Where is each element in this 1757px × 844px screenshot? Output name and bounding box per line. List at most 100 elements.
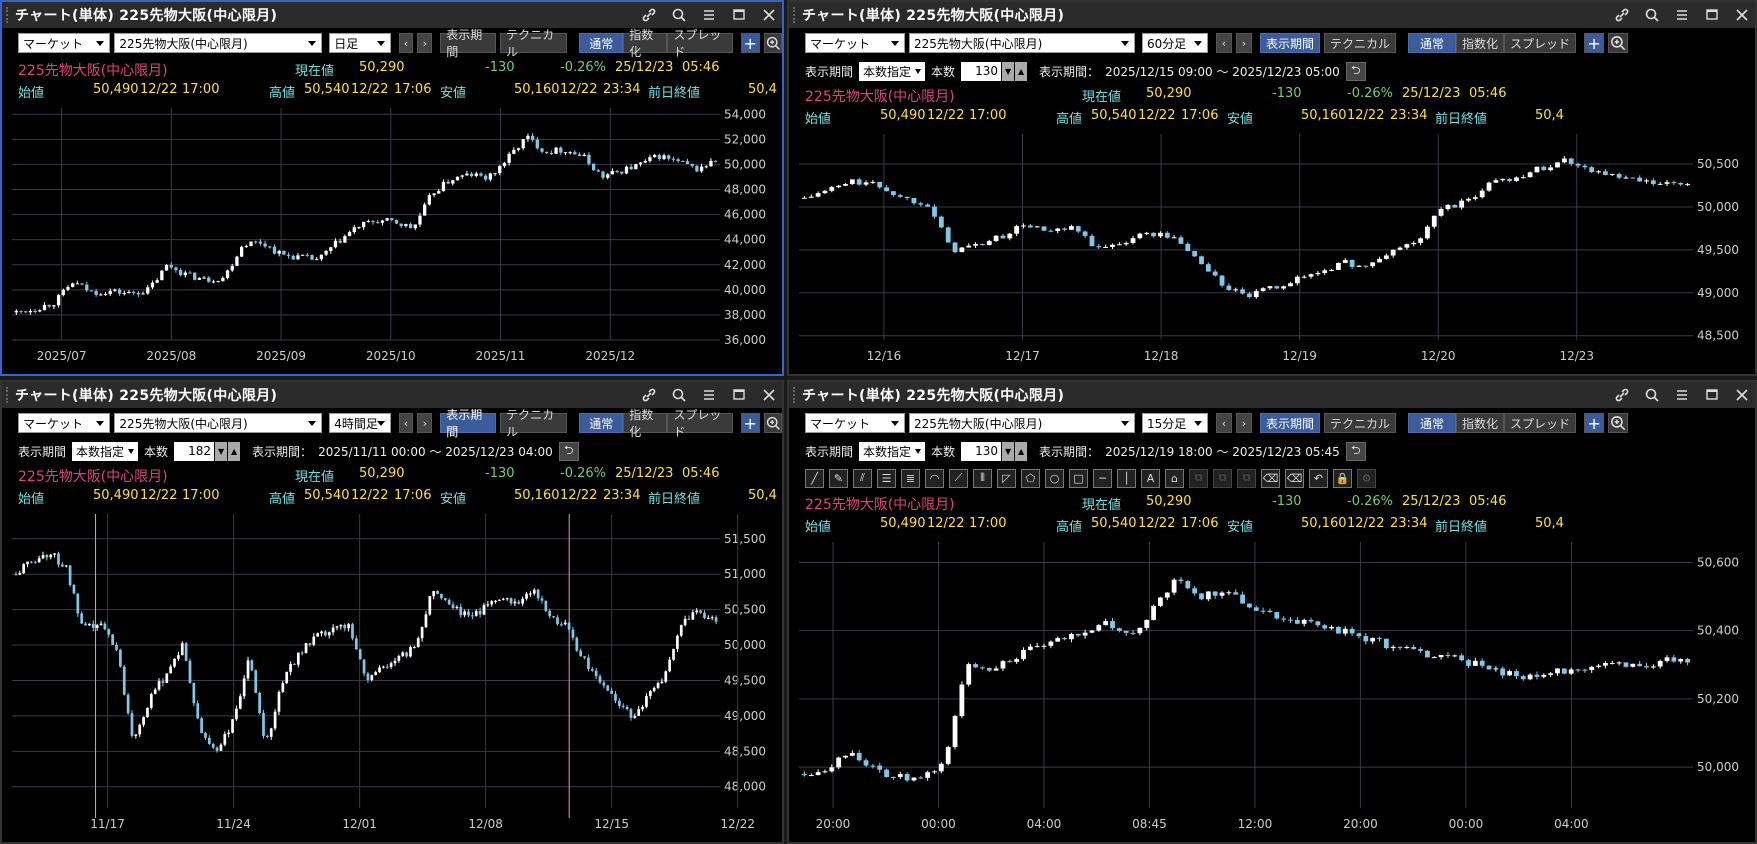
- interval-select[interactable]: 4時間足: [329, 413, 391, 433]
- draw-parallel-icon[interactable]: ⫽: [853, 468, 872, 488]
- prev-interval-button[interactable]: ‹: [398, 33, 414, 53]
- zoom-icon[interactable]: [763, 33, 782, 53]
- normal-mode-button[interactable]: 通常: [579, 413, 624, 433]
- draw-pencil-icon[interactable]: ✎: [829, 468, 848, 488]
- refresh-icon[interactable]: ⮌: [1345, 61, 1366, 81]
- link-icon[interactable]: [640, 386, 658, 404]
- draw-line-icon[interactable]: ╱: [805, 468, 824, 488]
- draw-lines5-icon[interactable]: ≣: [901, 468, 920, 488]
- refresh-icon[interactable]: ⮌: [558, 441, 579, 461]
- spread-mode-button[interactable]: スプレッド: [667, 408, 734, 439]
- prev-interval-button[interactable]: ‹: [1216, 413, 1232, 433]
- title-bar[interactable]: チャート(単体) 225先物大阪(中心限月): [789, 382, 1755, 408]
- draw-pentagon-icon[interactable]: ⬠: [1021, 468, 1040, 488]
- period-mode-select[interactable]: 本数指定: [859, 441, 926, 461]
- draw-copy1-icon[interactable]: ⧉: [1189, 468, 1208, 488]
- draw-gear-icon[interactable]: ⚙: [1357, 468, 1376, 488]
- draw-lock-icon[interactable]: 🔒: [1333, 468, 1352, 488]
- index-mode-button[interactable]: 指数化: [623, 28, 668, 59]
- search-icon[interactable]: [1643, 386, 1661, 404]
- menu-icon[interactable]: [700, 6, 718, 24]
- count-stepper[interactable]: 130 ▼ ▲: [961, 61, 1028, 81]
- technical-button[interactable]: テクニカル: [500, 408, 568, 439]
- drag-grip-icon[interactable]: [6, 387, 11, 403]
- title-bar[interactable]: チャート(単体) 225先物大阪(中心限月): [2, 382, 782, 408]
- technical-button[interactable]: テクニカル: [500, 28, 568, 59]
- normal-mode-button[interactable]: 通常: [1408, 33, 1457, 53]
- count-down-icon[interactable]: ▼: [1002, 441, 1015, 461]
- market-select[interactable]: マーケット: [805, 33, 905, 53]
- count-up-icon[interactable]: ▲: [1015, 441, 1028, 461]
- draw-icon-icon[interactable]: ⌂: [1165, 468, 1184, 488]
- normal-mode-button[interactable]: 通常: [579, 33, 624, 53]
- interval-select[interactable]: 日足: [329, 33, 391, 53]
- refresh-icon[interactable]: ⮌: [1345, 441, 1366, 461]
- search-icon[interactable]: [670, 386, 688, 404]
- interval-select[interactable]: 15分足: [1142, 413, 1208, 433]
- draw-arc-icon[interactable]: ◠: [925, 468, 944, 488]
- index-mode-button[interactable]: 指数化: [623, 408, 668, 439]
- draw-text-icon[interactable]: A: [1141, 468, 1160, 488]
- prev-interval-button[interactable]: ‹: [1216, 33, 1232, 53]
- drag-grip-icon[interactable]: [793, 387, 798, 403]
- draw-hline-icon[interactable]: ─: [1093, 468, 1112, 488]
- maximize-icon[interactable]: [1703, 386, 1721, 404]
- zoom-icon[interactable]: [1608, 33, 1629, 53]
- technical-button[interactable]: テクニカル: [1324, 33, 1397, 53]
- period-button[interactable]: 表示期間: [440, 408, 497, 439]
- period-button[interactable]: 表示期間: [440, 28, 497, 59]
- link-icon[interactable]: [1613, 6, 1631, 24]
- draw-copy2-icon[interactable]: ⧉: [1213, 468, 1232, 488]
- close-icon[interactable]: [760, 6, 778, 24]
- title-bar[interactable]: チャート(単体) 225先物大阪(中心限月): [2, 2, 782, 28]
- next-interval-button[interactable]: ›: [417, 413, 433, 433]
- count-input[interactable]: 130: [961, 441, 1002, 461]
- draw-copy3-icon[interactable]: ⧉: [1237, 468, 1256, 488]
- draw-wedge-icon[interactable]: ◸: [997, 468, 1016, 488]
- draw-undo-icon[interactable]: ↶: [1309, 468, 1328, 488]
- normal-mode-button[interactable]: 通常: [1408, 413, 1457, 433]
- count-stepper[interactable]: 130 ▼ ▲: [961, 441, 1028, 461]
- draw-eraser2-icon[interactable]: ⌫: [1285, 468, 1304, 488]
- spread-mode-button[interactable]: スプレッド: [667, 28, 734, 59]
- close-icon[interactable]: [1733, 6, 1751, 24]
- market-select[interactable]: マーケット: [18, 413, 111, 433]
- index-mode-button[interactable]: 指数化: [1456, 413, 1505, 433]
- draw-lines3-icon[interactable]: ☰: [877, 468, 896, 488]
- link-icon[interactable]: [1613, 386, 1631, 404]
- menu-icon[interactable]: [1673, 386, 1691, 404]
- period-button[interactable]: 表示期間: [1260, 33, 1321, 53]
- period-mode-select[interactable]: 本数指定: [859, 61, 926, 81]
- add-chart-icon[interactable]: +: [1584, 413, 1605, 433]
- symbol-select[interactable]: 225先物大阪(中心限月): [909, 413, 1135, 433]
- prev-interval-button[interactable]: ‹: [398, 413, 414, 433]
- spread-mode-button[interactable]: スプレッド: [1504, 413, 1577, 433]
- maximize-icon[interactable]: [730, 6, 748, 24]
- menu-icon[interactable]: [1673, 6, 1691, 24]
- count-stepper[interactable]: 182 ▼ ▲: [174, 441, 241, 461]
- technical-button[interactable]: テクニカル: [1324, 413, 1397, 433]
- candlestick-chart[interactable]: 50,500 50,000 49,500 49,000 48,500 12/16 12/17…: [789, 128, 1755, 370]
- count-up-icon[interactable]: ▲: [228, 441, 241, 461]
- add-chart-icon[interactable]: +: [1584, 33, 1605, 53]
- period-button[interactable]: 表示期間: [1260, 413, 1321, 433]
- count-down-icon[interactable]: ▼: [215, 441, 228, 461]
- add-chart-icon[interactable]: +: [741, 413, 760, 433]
- draw-eraser1-icon[interactable]: ⌫: [1261, 468, 1280, 488]
- candlestick-chart[interactable]: 54,000 52,000 50,000 48,000 46,000 44,000 42,0…: [2, 102, 782, 370]
- drag-grip-icon[interactable]: [6, 7, 11, 23]
- close-icon[interactable]: [1733, 386, 1751, 404]
- spread-mode-button[interactable]: スプレッド: [1504, 33, 1577, 53]
- symbol-select[interactable]: 225先物大阪(中心限月): [909, 33, 1135, 53]
- period-mode-select[interactable]: 本数指定: [72, 441, 139, 461]
- draw-vlines-icon[interactable]: ⦀: [973, 468, 992, 488]
- drag-grip-icon[interactable]: [793, 7, 798, 23]
- maximize-icon[interactable]: [1703, 6, 1721, 24]
- add-chart-icon[interactable]: +: [741, 33, 760, 53]
- zoom-icon[interactable]: [1608, 413, 1629, 433]
- count-input[interactable]: 130: [961, 61, 1002, 81]
- count-input[interactable]: 182: [174, 441, 215, 461]
- menu-icon[interactable]: [700, 386, 718, 404]
- draw-circle-icon[interactable]: ○: [1045, 468, 1064, 488]
- search-icon[interactable]: [670, 6, 688, 24]
